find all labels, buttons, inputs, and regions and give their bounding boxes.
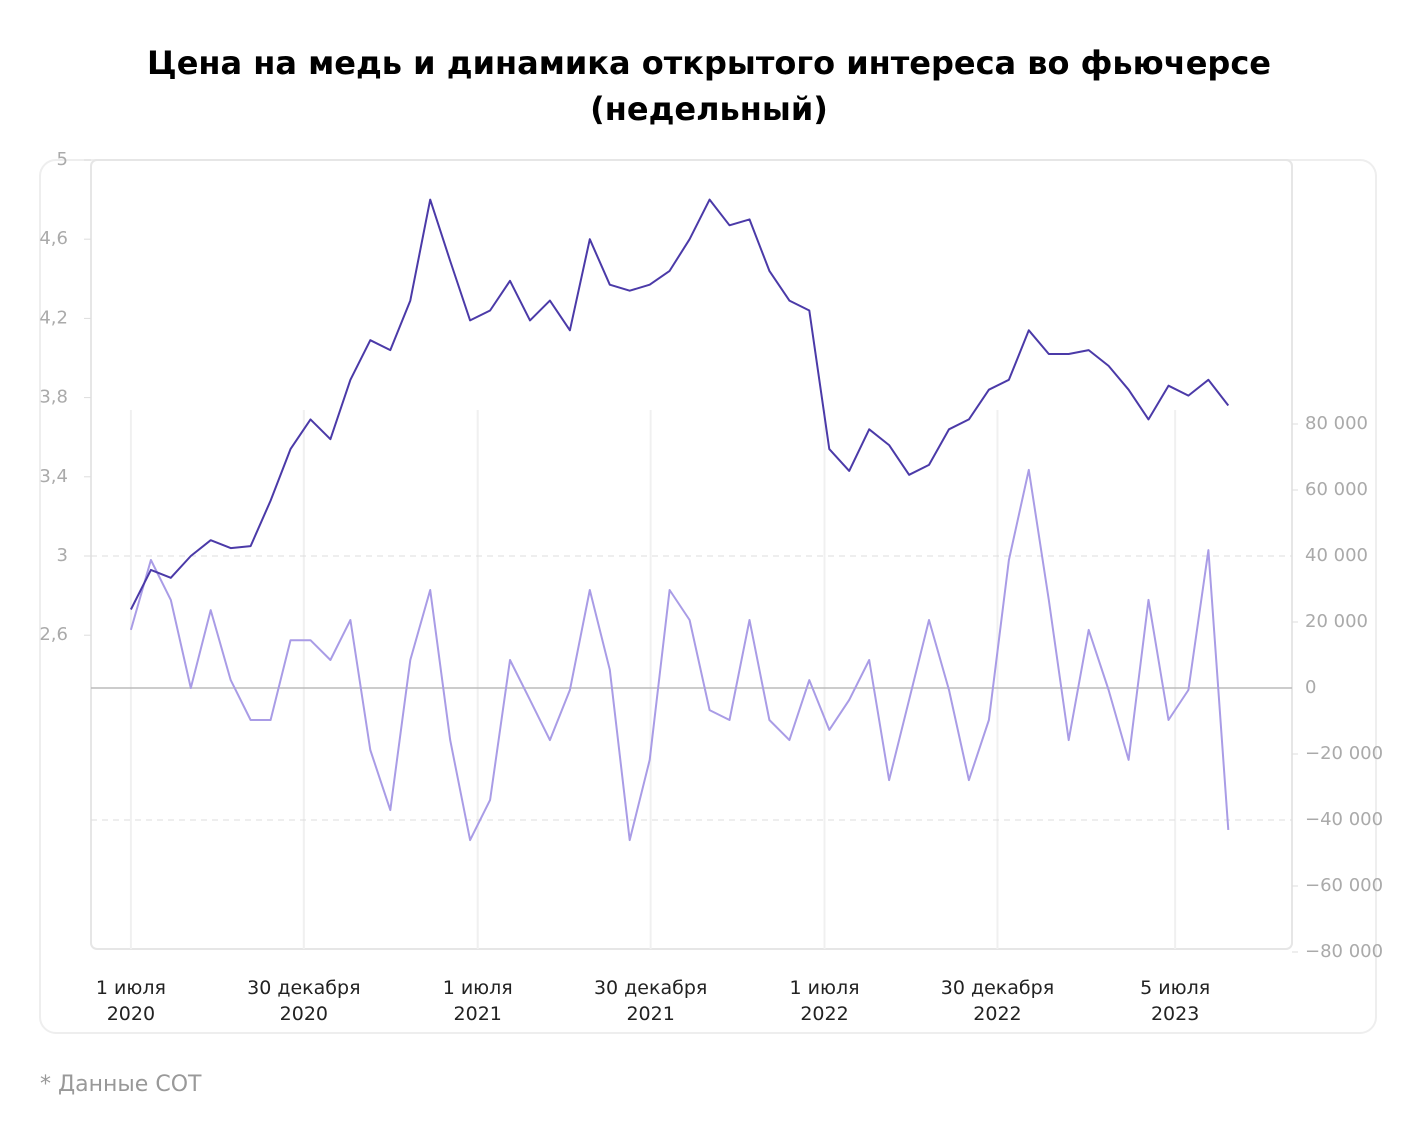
y2-tick-label: −60 000 [1305,875,1383,896]
y-tick-label: 4,2 [39,307,68,328]
y-tick-label: 3,8 [39,387,68,408]
x-tick-label-line: 30 декабря [247,977,360,999]
series-line [130,198,1230,610]
y2-tick-label: 0 [1305,677,1316,698]
x-tick-label-line: 1 июля [96,977,166,999]
chart-title: Цена на медь и динамика открытого интере… [0,40,1418,132]
x-tick-label-line: 2023 [1151,1003,1199,1025]
y-tick-label: 5 [57,149,68,170]
y-tick-label: 4,6 [39,228,68,249]
x-tick-label: 30 декабря 2020 [247,977,360,1025]
y2-tick-label: −40 000 [1305,809,1383,830]
x-tick-label: 1 июля 2022 [789,977,859,1025]
x-tick-label: 1 июля 2021 [443,977,513,1025]
chart-title-text: Цена на медь и динамика открытого интере… [147,44,1271,128]
x-tick-label-line: 2021 [626,1003,674,1025]
y-tick-label: 2,6 [39,624,68,645]
x-tick-label-line: 30 декабря [941,977,1054,999]
x-tick-label-line: 1 июля [443,977,513,999]
plot-frame [90,159,1293,950]
y2-tick-label: 20 000 [1305,611,1368,632]
x-tick-label-line: 2022 [800,1003,848,1025]
x-tick-label-line: 2020 [280,1003,328,1025]
x-tick-label-line: 2021 [454,1003,502,1025]
x-tick-label-line: 2022 [973,1003,1021,1025]
x-tick-label: 1 июля 2020 [96,977,166,1025]
x-tick-label-line: 2020 [107,1003,155,1025]
x-tick-label-line: 30 декабря [594,977,707,999]
y-tick-label: 3 [57,545,68,566]
x-tick-label: 5 июля 2023 [1140,977,1210,1025]
x-tick-label: 30 декабря 2022 [941,977,1054,1025]
series-line [129,468,1230,842]
x-tick-label-line: 1 июля [789,977,859,999]
y2-tick-label: −20 000 [1305,743,1383,764]
y2-tick-label: −80 000 [1305,941,1383,962]
y2-tick-label: 40 000 [1305,545,1368,566]
x-tick-label: 30 декабря 2021 [594,977,707,1025]
x-tick-label-line: 5 июля [1140,977,1210,999]
footnote: * Данные COT [40,1072,202,1097]
y2-tick-label: 60 000 [1305,479,1368,500]
y2-tick-label: 80 000 [1305,413,1368,434]
y-tick-label: 3,4 [39,466,68,487]
